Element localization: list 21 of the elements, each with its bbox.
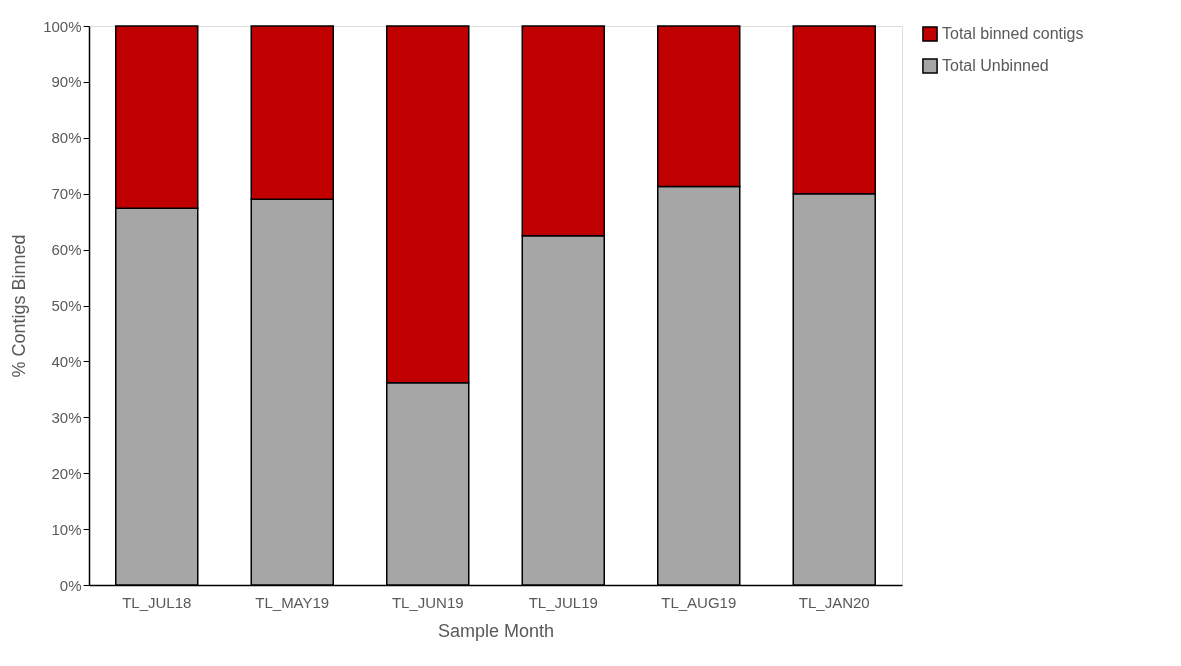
- x-tick-label: TL_MAY19: [255, 593, 330, 611]
- y-tick-label: 40%: [51, 352, 82, 370]
- y-tick-label: 90%: [51, 73, 82, 91]
- y-tick-label: 100%: [43, 17, 82, 35]
- y-tick-label: 30%: [51, 408, 82, 426]
- x-tick-label: TL_JUN19: [391, 593, 464, 611]
- x-tick-label: TL_JAN20: [798, 593, 870, 611]
- y-tick-label: 70%: [51, 185, 82, 203]
- y-tick-label: 50%: [51, 297, 82, 314]
- y-tick-label: 10%: [51, 520, 82, 538]
- x-axis-title: Sample Month: [437, 620, 555, 641]
- y-tick-label: 60%: [51, 241, 82, 259]
- x-tick-label: TL_JUL18: [122, 593, 192, 611]
- y-axis-title: % Contigs Binned: [9, 234, 30, 378]
- y-tick-label: 80%: [51, 129, 82, 147]
- x-tick-label: TL_JUL19: [528, 593, 598, 611]
- y-tick-label: 20%: [51, 464, 82, 482]
- legend-label: Total binned contigs: [942, 25, 1084, 42]
- legend-label: Total Unbinned: [942, 57, 1049, 74]
- x-tick-label: TL_AUG19: [661, 593, 737, 611]
- y-tick-label: 0%: [59, 576, 82, 594]
